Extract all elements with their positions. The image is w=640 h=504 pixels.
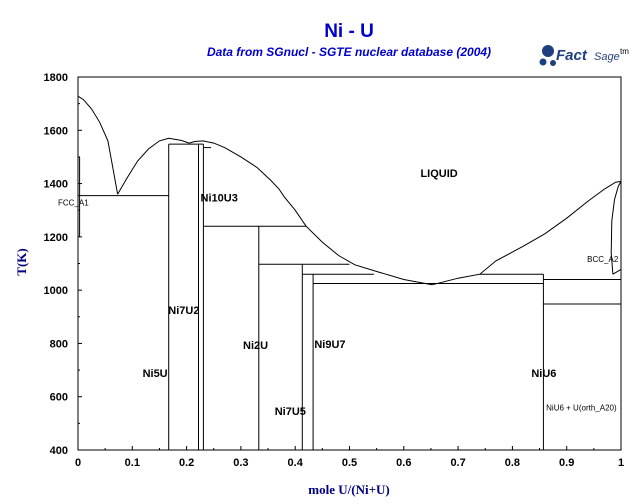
x-tick-label: 0.4 <box>288 457 304 469</box>
y-tick-label: 800 <box>50 338 68 350</box>
logo-brand-suffix: Sage <box>594 51 620 63</box>
y-axis-ticks: 400 600 800 1000 1200 1400 1600 1800 <box>44 72 82 457</box>
y-tick-label: 1200 <box>44 232 68 244</box>
phase-labels: LIQUID FCC_A1 Ni10U3 Ni7U2 Ni2U Ni9U7 Ni5U Ni7U… <box>58 168 619 418</box>
logo-brand: Fact <box>556 47 588 64</box>
plot-frame <box>77 76 622 451</box>
y-tick-label: 400 <box>50 445 68 457</box>
phase-boundary-1 <box>117 137 190 195</box>
chart-title: Ni - U <box>324 21 374 42</box>
x-tick-label: 0.8 <box>505 457 520 469</box>
x-tick-label: 0.1 <box>125 457 140 469</box>
y-axis-title: T(K) <box>14 248 29 275</box>
x-axis-ticks: 0 0.1 0.2 0.3 0.4 0.5 0.6 0.7 0.8 0.9 1 <box>75 446 624 469</box>
x-axis-title: mole U/(Ni+U) <box>308 482 389 497</box>
x-tick-label: 0.6 <box>396 457 411 469</box>
phase-boundary-0 <box>77 95 119 195</box>
y-tick-label: 1600 <box>44 125 68 137</box>
factsage-molecule-icon <box>539 45 556 66</box>
phase-label: Ni5U <box>143 368 168 380</box>
phase-label: BCC_A2 <box>587 255 619 264</box>
chart-subtitle: Data from SGnucl - SGTE nuclear database… <box>207 45 491 59</box>
phase-label: FCC_A1 <box>58 198 89 207</box>
x-tick-label: 1 <box>618 457 624 469</box>
y-tick-label: 600 <box>50 392 68 404</box>
phase-boundary-22 <box>612 268 622 275</box>
y-tick-label: 1000 <box>44 285 68 297</box>
y-tick-label: 1400 <box>44 179 68 191</box>
y-tick-label: 1800 <box>44 72 68 84</box>
x-tick-label: 0.7 <box>450 457 465 469</box>
phase-boundaries <box>77 95 622 450</box>
x-tick-label: 0.2 <box>179 457 194 469</box>
phase-label: NiU6 <box>531 368 556 380</box>
phase-label: Ni7U2 <box>168 305 199 317</box>
phase-label: Ni9U7 <box>314 339 345 351</box>
phase-label: Ni10U3 <box>201 192 238 204</box>
phase-label: Ni7U5 <box>275 406 306 418</box>
phase-boundary-3 <box>431 180 622 286</box>
phase-label: NiU6 + U(orth_A20) <box>546 404 617 413</box>
x-tick-label: 0.3 <box>233 457 248 469</box>
phase-label: Ni2U <box>243 340 268 352</box>
x-tick-label: 0.9 <box>559 457 574 469</box>
factsage-logo: Fact Sage tm <box>539 45 629 66</box>
phase-boundary-23 <box>610 181 622 275</box>
logo-trademark: tm <box>620 47 629 56</box>
phase-label: LIQUID <box>420 168 457 180</box>
x-tick-label: 0.5 <box>342 457 357 469</box>
x-tick-label: 0 <box>75 457 81 469</box>
phase-boundary-2 <box>189 140 433 286</box>
